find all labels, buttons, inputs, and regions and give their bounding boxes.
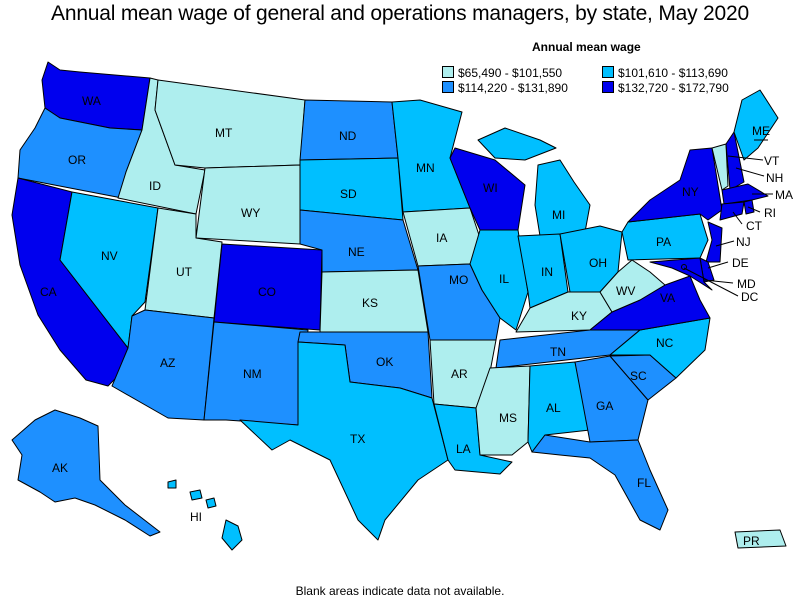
state-labels: WA OR CA ID NV MT WY UT AZ CO NM ND SD N… (40, 94, 793, 548)
label-NY: NY (682, 185, 699, 199)
state-WV[interactable] (599, 259, 666, 313)
label-IN: IN (541, 265, 553, 279)
label-MT: MT (215, 126, 233, 140)
state-NH[interactable] (725, 131, 745, 191)
legend-swatch-tier-3 (602, 66, 614, 78)
label-HI: HI (190, 510, 202, 524)
label-NM: NM (243, 367, 262, 381)
state-PR[interactable] (734, 529, 787, 549)
legend-item-tier-1: $65,490 - $101,550 (442, 66, 562, 80)
legend-swatch-tier-2 (442, 81, 454, 93)
state-MT[interactable] (154, 79, 306, 169)
label-WV: WV (616, 284, 635, 298)
label-ID: ID (149, 179, 161, 193)
label-MD: MD (737, 277, 756, 291)
state-HI-3[interactable] (205, 497, 217, 509)
legend-label-tier-2: $114,220 - $131,890 (458, 81, 568, 95)
label-UT: UT (176, 265, 193, 279)
label-CT: CT (746, 219, 763, 233)
state-MA[interactable] (721, 183, 769, 205)
label-RI: RI (764, 206, 776, 220)
state-TX[interactable] (239, 341, 449, 541)
label-MI: MI (552, 208, 565, 222)
label-PR: PR (743, 534, 760, 548)
legend-label-tier-1: $65,490 - $101,550 (458, 66, 563, 80)
label-LA: LA (456, 442, 471, 456)
label-KY: KY (571, 309, 587, 323)
state-MI-upper[interactable] (477, 127, 557, 161)
state-WY[interactable] (195, 164, 301, 245)
state-HI-4[interactable] (221, 519, 243, 551)
label-AK: AK (52, 461, 68, 475)
legend-swatch-tier-1 (442, 66, 454, 78)
state-MD[interactable] (649, 257, 713, 291)
label-DE: DE (732, 256, 749, 270)
legend-label-tier-3: $101,610 - $113,690 (618, 66, 728, 80)
state-NJ[interactable] (705, 221, 723, 263)
state-VT[interactable] (711, 143, 729, 191)
label-NJ: NJ (736, 235, 751, 249)
label-MA: MA (775, 188, 793, 202)
legend-item-tier-4: $132,720 - $172,790 (602, 81, 729, 95)
label-IL: IL (499, 272, 509, 286)
state-CT[interactable] (719, 201, 745, 221)
label-NE: NE (348, 245, 365, 259)
label-TN: TN (550, 345, 566, 359)
label-NH: NH (766, 171, 783, 185)
label-OR: OR (68, 153, 86, 167)
label-AZ: AZ (160, 356, 175, 370)
state-HI-2[interactable] (189, 489, 203, 501)
label-SC: SC (630, 369, 647, 383)
label-TX: TX (350, 432, 365, 446)
label-DC: DC (741, 290, 759, 304)
label-FL: FL (637, 476, 651, 490)
state-GA[interactable] (574, 355, 649, 443)
state-FL[interactable] (531, 434, 669, 531)
map-title: Annual mean wage of general and operatio… (51, 2, 749, 25)
legend-item-tier-2: $114,220 - $131,890 (442, 81, 568, 95)
label-MS: MS (499, 411, 517, 425)
legend-title: Annual mean wage (532, 40, 641, 54)
label-MO: MO (449, 273, 468, 287)
state-NY[interactable] (627, 147, 723, 223)
legend-swatch-tier-4 (602, 81, 614, 93)
label-ME: ME (752, 124, 770, 138)
label-IA: IA (436, 231, 447, 245)
state-ME[interactable] (733, 89, 779, 161)
state-AK[interactable] (11, 409, 161, 537)
state-MI[interactable] (534, 159, 591, 237)
label-AR: AR (451, 367, 468, 381)
label-WI: WI (483, 181, 498, 195)
label-KS: KS (362, 296, 378, 310)
label-OH: OH (589, 256, 607, 270)
label-SD: SD (340, 187, 357, 201)
footnote: Blank areas indicate data not available. (295, 584, 505, 598)
label-CO: CO (258, 285, 276, 299)
label-PA: PA (656, 235, 671, 249)
leader-lines (683, 139, 773, 297)
label-CA: CA (40, 285, 57, 299)
label-NC: NC (656, 336, 674, 350)
label-VT: VT (764, 154, 780, 168)
legend-item-tier-3: $101,610 - $113,690 (602, 66, 728, 80)
label-WY: WY (241, 206, 260, 220)
label-WA: WA (82, 94, 101, 108)
label-OK: OK (376, 355, 393, 369)
label-VA: VA (660, 291, 675, 305)
label-MN: MN (416, 161, 435, 175)
label-ND: ND (339, 129, 357, 143)
state-HI-1[interactable] (167, 479, 177, 489)
label-AL: AL (546, 401, 561, 415)
label-NV: NV (101, 249, 118, 263)
legend-label-tier-4: $132,720 - $172,790 (618, 81, 729, 95)
label-GA: GA (596, 399, 613, 413)
